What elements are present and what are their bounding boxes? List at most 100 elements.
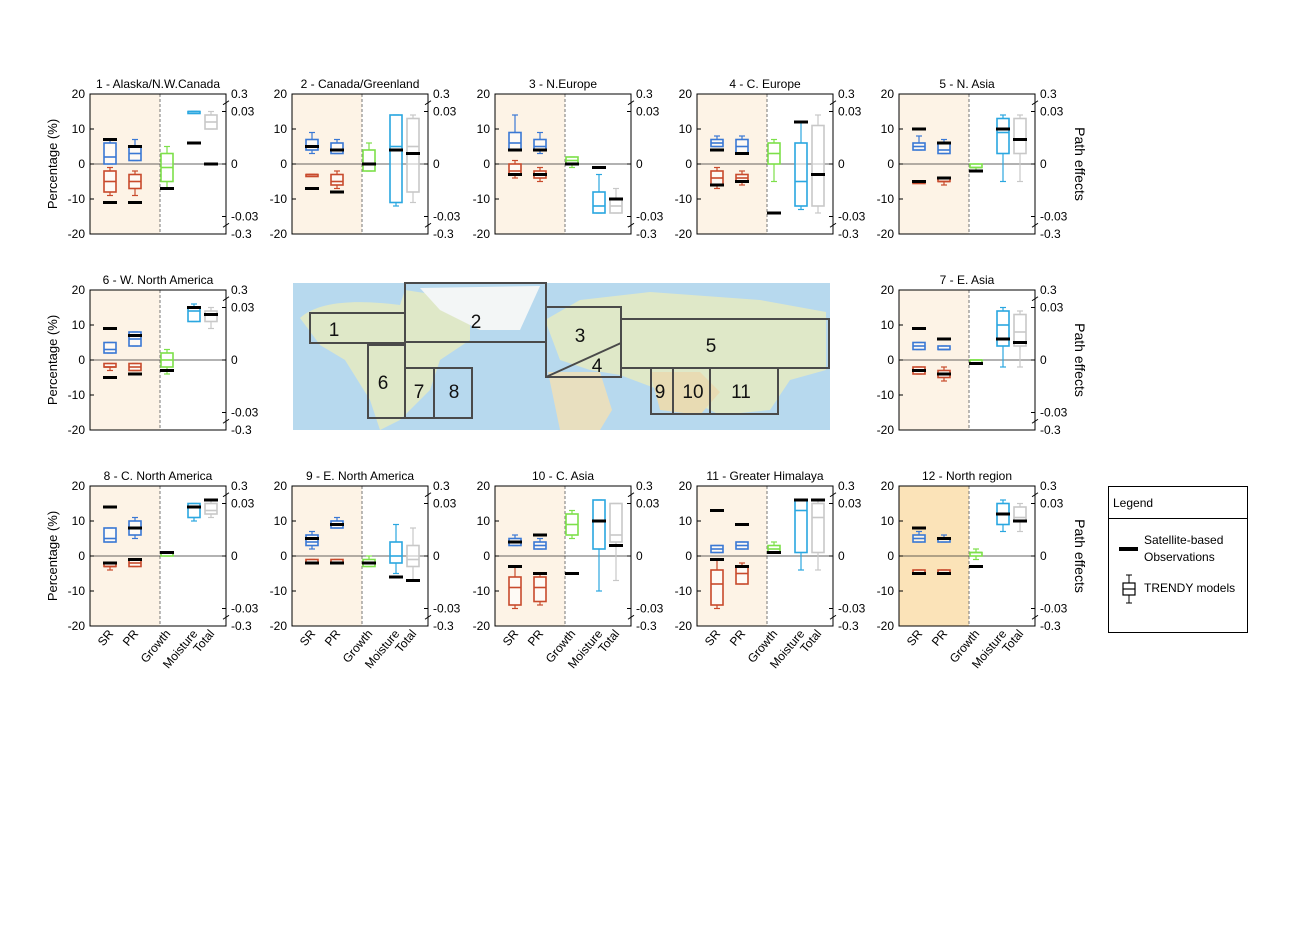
box-iqr: [406, 117, 420, 193]
box-moisture-cyan: [187, 110, 201, 145]
axis-break-mark: [1031, 222, 1039, 228]
right-tick-label: 0.3: [433, 479, 450, 493]
right-tick-label: 0: [231, 157, 238, 171]
right-tick-label: 0.3: [636, 479, 653, 493]
box-total-gray: [811, 114, 825, 214]
box-iqr: [1013, 313, 1027, 347]
panel-6: 6 - W. North America 20 10 0 -10 -20 0.3 0.03 0 -…: [68, 273, 259, 437]
right-tick-label: 0.3: [1040, 87, 1057, 101]
right-tick-label: -0.3: [231, 227, 252, 241]
box-pr-red: [937, 569, 951, 575]
box-growth-green: [565, 509, 579, 575]
panel-title: 3 - N.Europe: [529, 77, 597, 91]
left-tick-label: 10: [881, 122, 895, 136]
category-label: SR: [904, 627, 926, 649]
box-total-gray: [1013, 502, 1027, 533]
panel-7: 7 - E. Asia 20 10 0 -10 -20 0.3 0.03 0 -0.03 -0.3: [877, 273, 1068, 437]
box-moisture-cyan: [996, 114, 1010, 183]
box-sr-red: [912, 366, 926, 375]
panel-title: 11 - Greater Himalaya: [706, 469, 823, 483]
box-growth-green: [160, 145, 174, 190]
left-tick-label: -20: [877, 227, 895, 241]
right-tick-label: 0.03: [433, 497, 457, 511]
box-sr-blue: [103, 138, 117, 165]
legend-title: Legend: [1113, 496, 1154, 510]
panel-title: 5 - N. Asia: [939, 77, 995, 91]
axis-break-mark: [222, 418, 230, 424]
axis-break-mark: [627, 492, 635, 498]
panel-3: 3 - N.Europe 20 10 0 -10 -20 0.3 0.03 0 -0.03 -0.3: [473, 77, 664, 241]
category-label: SR: [702, 627, 724, 649]
left-tick-label: -10: [68, 192, 86, 206]
category-label: SR: [297, 627, 319, 649]
box-growth-green: [767, 138, 781, 215]
box-moisture-cyan: [996, 499, 1010, 533]
panel-1: 1 - Alaska/N.W.Canada 20 10 0 -10 -20 0.3 0.03 0…: [68, 77, 259, 241]
box-pr-blue: [330, 138, 344, 155]
box-iqr: [533, 576, 547, 603]
box-pr-blue: [128, 331, 142, 347]
box-growth-green: [969, 548, 983, 568]
right-tick-label: 0.3: [1040, 283, 1057, 297]
box-iqr: [811, 124, 825, 207]
left-tick-label: -20: [877, 423, 895, 437]
box-sr-red: [710, 558, 724, 610]
axis-break-mark: [222, 492, 230, 498]
right-tick-label: -0.03: [838, 602, 866, 616]
left-tick-label: 10: [72, 514, 86, 528]
right-tick-label: 0.03: [1040, 105, 1064, 119]
right-tick-label: 0.03: [838, 497, 862, 511]
box-iqr: [406, 544, 420, 568]
category-label: PR: [322, 627, 344, 649]
box-sr-blue: [710, 135, 724, 152]
box-iqr: [305, 138, 319, 151]
left-tick-label: -10: [675, 192, 693, 206]
panel-title: 4 - C. Europe: [729, 77, 801, 91]
box-pr-blue: [330, 516, 344, 529]
box-moisture-cyan: [996, 306, 1010, 368]
path-effects-axis-label: Path effects: [1072, 127, 1088, 201]
map-region-label: 6: [378, 373, 389, 394]
box-sr-blue: [508, 114, 522, 152]
box-pr-blue: [735, 135, 749, 155]
right-tick-label: -0.03: [231, 406, 259, 420]
box-pr-red: [937, 176, 951, 186]
left-tick-label: 20: [881, 283, 895, 297]
path-effects-axis-label: Path effects: [1072, 323, 1088, 397]
map-land-eurasia: [545, 292, 826, 415]
map-region-label: 11: [731, 382, 751, 403]
box-pr-red: [330, 170, 344, 194]
left-tick-label: -10: [270, 584, 288, 598]
left-tick-label: 20: [274, 87, 288, 101]
axis-break-mark: [1031, 100, 1039, 106]
right-tick-label: 0.03: [636, 497, 660, 511]
right-tick-label: 0: [231, 549, 238, 563]
panel-title: 12 - North region: [922, 469, 1012, 483]
left-tick-label: 20: [274, 479, 288, 493]
box-pr-blue: [937, 337, 951, 351]
axis-break-mark: [222, 614, 230, 620]
map-land-north-america: [300, 290, 470, 430]
box-sr-blue: [305, 131, 319, 155]
left-tick-label: 0: [78, 157, 85, 171]
box-iqr: [533, 138, 547, 151]
box-iqr: [103, 527, 117, 543]
map-region-label: 8: [449, 382, 460, 403]
left-tick-label: 0: [280, 549, 287, 563]
left-tick-label: 10: [477, 122, 491, 136]
box-sr-blue: [912, 127, 926, 151]
box-iqr: [508, 163, 522, 176]
left-tick-label: 20: [881, 87, 895, 101]
left-tick-label: 10: [274, 122, 288, 136]
left-tick-label: -10: [675, 584, 693, 598]
right-tick-label: -0.03: [838, 210, 866, 224]
right-tick-label: -0.03: [231, 602, 259, 616]
panel-title: 7 - E. Asia: [940, 273, 995, 287]
right-tick-label: 0: [1040, 157, 1047, 171]
panel-11: 11 - Greater Himalaya 20 10 0 -10 -20 0.3 0.03 0…: [675, 469, 866, 671]
map-region-label: 10: [682, 382, 703, 403]
axis-break-mark: [829, 492, 837, 498]
left-tick-label: 10: [477, 514, 491, 528]
map-region-label: 7: [414, 382, 425, 403]
left-tick-label: 0: [78, 353, 85, 367]
